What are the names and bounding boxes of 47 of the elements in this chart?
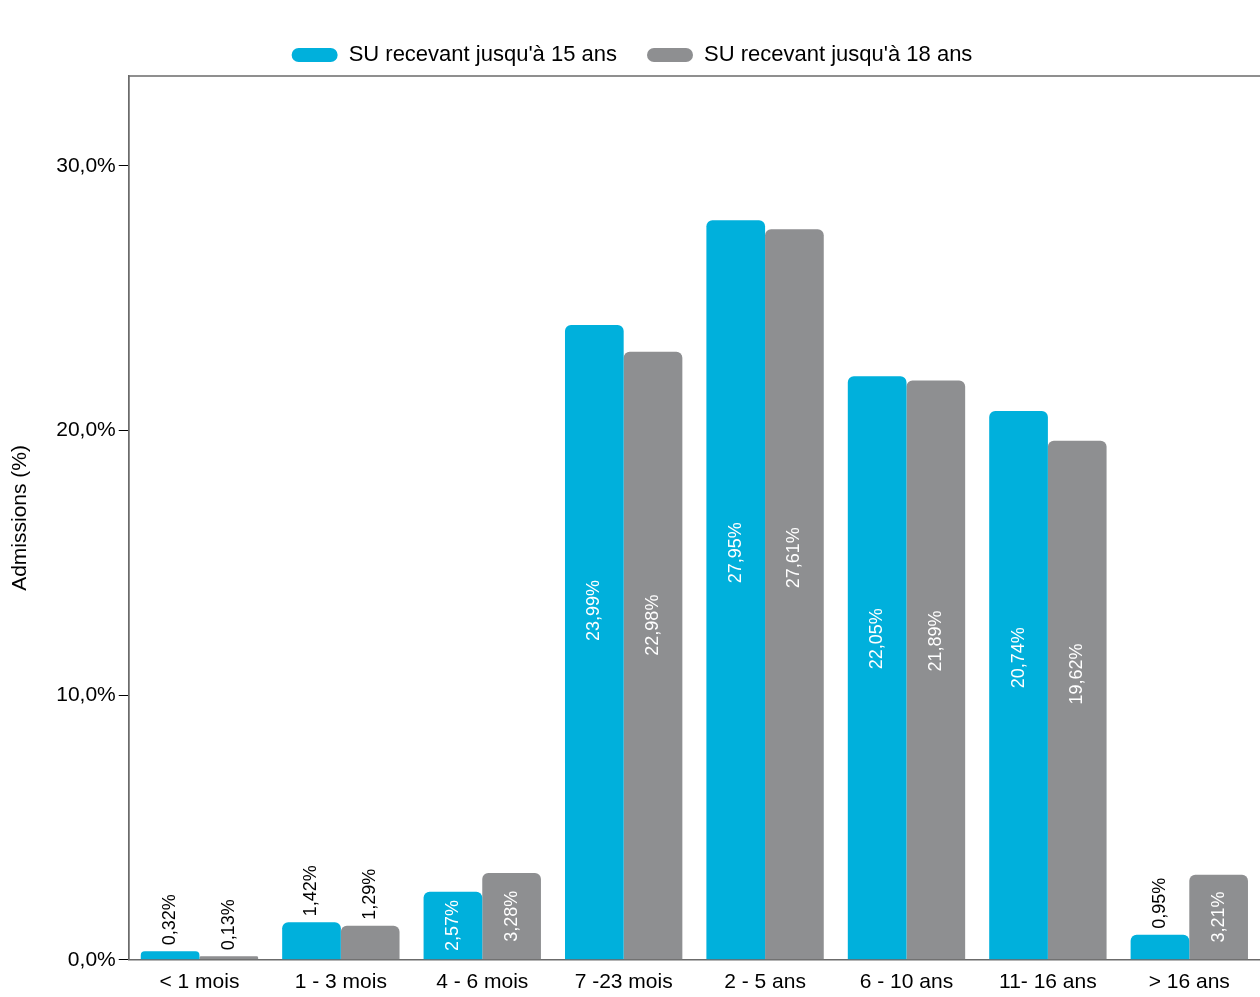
bar	[482, 873, 541, 960]
bar	[340, 925, 400, 960]
bar	[706, 220, 766, 960]
bar	[564, 325, 624, 960]
bar	[140, 951, 200, 960]
x-tick-label: 7 -23 mois	[574, 969, 673, 993]
bar	[1189, 874, 1248, 960]
data-label: 3,28%	[500, 890, 521, 942]
y-tick-label: 20,0%	[56, 417, 116, 441]
bar	[282, 922, 341, 960]
bar	[623, 351, 683, 960]
legend-label: SU recevant jusqu'à 18 ans	[704, 41, 973, 67]
bar	[199, 956, 259, 960]
x-tick-label: > 16 ans	[1148, 969, 1230, 993]
x-tick-label: 4 - 6 mois	[436, 969, 529, 993]
x-tick-label: < 1 mois	[159, 969, 240, 993]
data-label: 0,95%	[1148, 877, 1169, 929]
y-tick-label: 0,0%	[67, 946, 116, 970]
bar	[989, 411, 1048, 960]
x-tick-label: 11- 16 ans	[999, 969, 1097, 993]
y-tick-label: 10,0%	[56, 681, 116, 705]
bar	[906, 380, 966, 960]
data-label: 21,89%	[924, 610, 945, 672]
data-label: 0,32%	[159, 894, 180, 946]
x-tick-label: 6 - 10 ans	[859, 969, 954, 993]
data-label: 1,42%	[300, 865, 321, 917]
data-label: 23,99%	[583, 579, 604, 641]
data-label: 0,13%	[217, 899, 238, 951]
x-tick-label: 2 - 5 ans	[724, 969, 806, 993]
y-tick-label: 30,0%	[56, 152, 116, 176]
data-label: 20,74%	[1007, 627, 1028, 689]
data-label: 22,05%	[866, 608, 887, 670]
data-label: 22,98%	[641, 594, 662, 656]
data-label: 1,29%	[359, 868, 380, 920]
legend-label: SU recevant jusqu'à 15 ans	[348, 41, 618, 67]
bar	[765, 229, 824, 960]
bar	[1130, 934, 1190, 960]
data-label: 27,61%	[783, 527, 804, 589]
bar	[1047, 440, 1107, 960]
data-label: 2,57%	[441, 900, 462, 952]
y-axis-title: Admissions (%)	[7, 444, 31, 591]
data-label: 3,21%	[1207, 891, 1228, 943]
data-label: 27,95%	[724, 522, 745, 584]
bar	[847, 376, 907, 960]
bar	[423, 891, 483, 960]
data-label: 19,62%	[1066, 643, 1087, 705]
x-tick-label: 1 - 3 mois	[294, 969, 387, 993]
